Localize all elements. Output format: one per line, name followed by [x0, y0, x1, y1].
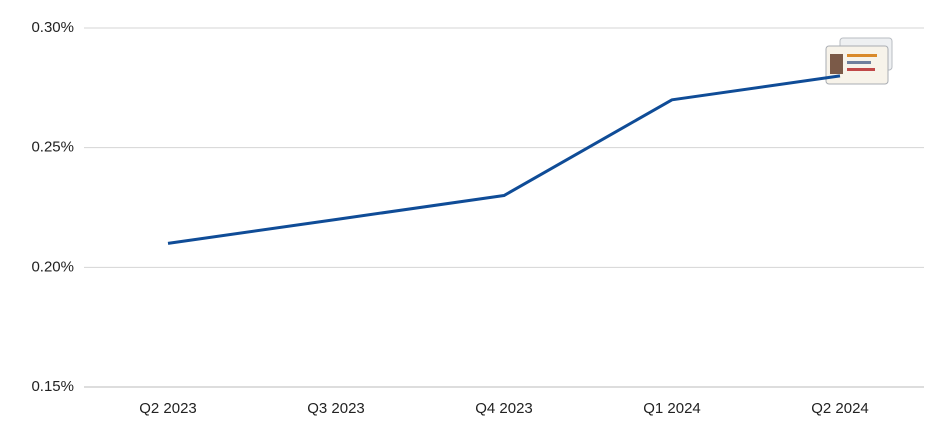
- y-tick-label: 0.15%: [31, 378, 74, 395]
- y-tick-label: 0.20%: [31, 258, 74, 275]
- card-line: [847, 54, 877, 57]
- line: [167, 74, 841, 245]
- x-tick-label: Q3 2023: [307, 400, 365, 417]
- x-tick-label: Q4 2023: [475, 400, 533, 417]
- x-tick-label: Q1 2024: [643, 400, 701, 417]
- x-tick-label: Q2 2024: [811, 400, 869, 417]
- x-tick-label: Q2 2023: [139, 400, 197, 417]
- id-card-illustration: [825, 37, 893, 85]
- y-tick-label: 0.25%: [31, 139, 74, 156]
- card-line: [847, 68, 875, 71]
- card-line: [847, 61, 871, 64]
- y-tick-label: 0.30%: [31, 19, 74, 36]
- card-photo: [830, 54, 843, 74]
